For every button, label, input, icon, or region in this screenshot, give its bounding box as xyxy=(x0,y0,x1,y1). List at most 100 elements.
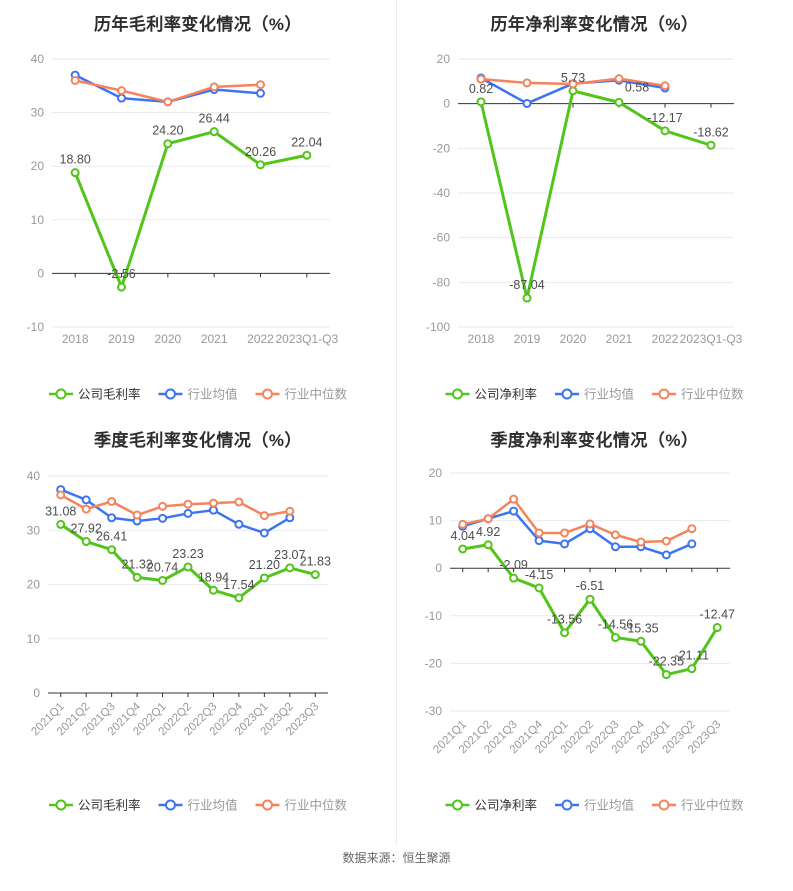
legend-label: 行业均值 xyxy=(584,798,634,813)
y-axis-label: 0 xyxy=(443,97,450,111)
legend-marker-circle xyxy=(452,388,463,400)
y-axis-label: -30 xyxy=(425,704,443,718)
data-point-company xyxy=(660,126,670,136)
data-point-company xyxy=(70,168,80,178)
data-point-industry_median xyxy=(610,530,620,540)
legend-item-company[interactable]: 公司毛利率 xyxy=(49,798,141,813)
data-point-industry_median xyxy=(522,78,532,88)
data-point-industry_avg xyxy=(117,93,126,103)
legend-item-company[interactable]: 公司毛利率 xyxy=(49,387,141,402)
chart-title: 历年毛利率变化情况（%） xyxy=(93,15,303,34)
data-point-industry_median xyxy=(56,490,66,500)
x-axis-label: 2019 xyxy=(108,332,135,346)
value-label: -87.04 xyxy=(509,278,544,292)
annual-net-margin-chart: 历年净利率变化情况（%） 20 0 -20 -40 -60 -80 -100 2018 2019… xyxy=(396,0,793,412)
data-point-industry_median xyxy=(70,75,80,85)
value-label: 18.80 xyxy=(60,153,91,167)
legend-item-industry_median[interactable]: 行业中位数 xyxy=(652,798,744,813)
legend-item-industry_avg[interactable]: 行业均值 xyxy=(555,387,634,402)
value-label: -6.51 xyxy=(576,579,605,593)
y-axis-label: -10 xyxy=(425,609,443,623)
legend-label: 公司毛利率 xyxy=(78,798,141,813)
y-axis-label: -20 xyxy=(425,656,443,670)
data-point-industry_avg xyxy=(661,550,671,560)
data-point-company xyxy=(285,563,295,573)
quarterly-net-margin-chart: 季度净利率变化情况（%） 20 10 0 -10 -20 -30 2021Q1 2021Q2 2… xyxy=(396,412,793,845)
data-point-industry_median xyxy=(132,510,142,520)
value-label: 0.58 xyxy=(625,80,649,94)
data-point-company xyxy=(208,585,218,595)
x-axis-label: 2019 xyxy=(514,332,541,346)
legend-item-industry_median[interactable]: 行业中位数 xyxy=(652,387,744,402)
chart-title: 季度毛利率变化情况（%） xyxy=(93,431,303,450)
value-label: -22.35 xyxy=(649,655,684,669)
legend-marker-circle xyxy=(262,388,273,400)
legend-item-company[interactable]: 公司净利率 xyxy=(445,387,538,402)
value-label: 26.44 xyxy=(199,112,230,126)
legend-item-industry_avg[interactable]: 行业均值 xyxy=(158,798,238,813)
data-point-industry_median xyxy=(117,86,126,96)
x-axis-label: 2022 xyxy=(247,332,274,346)
data-point-industry_median xyxy=(259,511,269,521)
y-axis-label: 30 xyxy=(31,106,45,120)
data-point-company xyxy=(256,160,265,170)
quarterly-gross-margin-plot: 4030201002021Q12021Q22021Q32021Q42022Q12… xyxy=(27,469,348,813)
y-axis-label: -10 xyxy=(27,320,45,334)
legend-item-industry_median[interactable]: 行业中位数 xyxy=(255,387,348,402)
legend-marker-circle xyxy=(561,388,573,400)
series-line-industry_avg xyxy=(60,488,291,535)
data-point-industry_avg xyxy=(234,519,244,529)
legend-item-industry_avg[interactable]: 行业均值 xyxy=(158,387,238,402)
data-point-industry_median xyxy=(183,499,193,509)
legend-label: 行业均值 xyxy=(188,798,238,813)
value-label: 20.26 xyxy=(245,145,276,159)
series-line-industry_median xyxy=(462,497,693,544)
annual-net-margin-plot: 20 0 -20 -40 -60 -80 -100 2018 2019 2020 2021 2022 2… xyxy=(426,52,744,402)
data-point-company xyxy=(117,282,126,292)
data-point-company xyxy=(158,575,168,585)
y-axis-label: 40 xyxy=(27,469,41,483)
value-label: 22.04 xyxy=(291,135,322,149)
value-label: 26.41 xyxy=(96,530,127,544)
value-label: -4.15 xyxy=(525,568,554,582)
data-point-company xyxy=(712,623,722,633)
data-point-industry_avg xyxy=(687,539,697,549)
y-axis-label: 40 xyxy=(31,52,45,66)
x-axis-label: 2023Q1-Q3 xyxy=(680,332,743,346)
data-point-company xyxy=(610,633,620,643)
data-point-company xyxy=(534,583,544,593)
y-axis-label: 0 xyxy=(33,686,40,700)
series-line-industry_avg xyxy=(462,509,693,557)
legend-marker-circle xyxy=(165,799,176,811)
data-point-company xyxy=(614,97,624,107)
data-point-industry_avg xyxy=(81,495,91,505)
legend-label: 行业中位数 xyxy=(681,798,744,813)
data-point-industry_median xyxy=(585,519,595,529)
data-point-industry_median xyxy=(660,81,670,91)
x-axis-label: 2020 xyxy=(154,332,181,346)
value-label: 20.74 xyxy=(147,560,178,574)
value-label: -15.35 xyxy=(623,621,658,635)
y-axis-label: 20 xyxy=(437,52,451,66)
y-axis-label: 0 xyxy=(435,561,442,575)
legend-label: 公司净利率 xyxy=(475,387,538,402)
y-axis-label: -80 xyxy=(433,275,451,289)
legend-item-company[interactable]: 公司净利率 xyxy=(445,798,538,813)
value-label: 18.94 xyxy=(198,570,229,584)
data-point-industry_avg xyxy=(534,536,544,546)
data-point-industry_median xyxy=(234,497,244,507)
legend-marker-circle xyxy=(658,799,670,811)
data-point-industry_avg xyxy=(259,528,269,538)
data-point-industry_median xyxy=(661,536,671,546)
legend-item-industry_median[interactable]: 行业中位数 xyxy=(255,798,348,813)
data-point-company xyxy=(259,573,269,583)
legend-marker-circle xyxy=(561,799,573,811)
data-point-industry_median xyxy=(208,498,218,508)
charts-grid: 历年毛利率变化情况（%） 40 30 20 10 0 -10 2018 2019 2020 202… xyxy=(27,0,793,845)
legend-item-industry_avg[interactable]: 行业均值 xyxy=(555,798,634,813)
data-point-industry_avg xyxy=(522,98,532,108)
data-point-company xyxy=(183,562,193,572)
legend-marker-circle xyxy=(55,388,67,400)
data-point-company xyxy=(302,150,312,160)
data-point-industry_median xyxy=(534,528,544,538)
